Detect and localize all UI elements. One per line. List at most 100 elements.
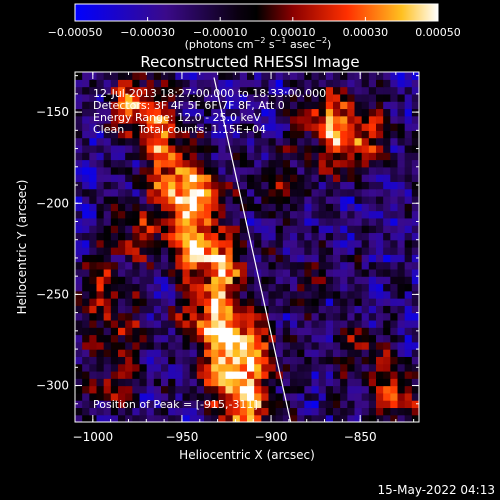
heatmap-cell: [254, 254, 262, 263]
heatmap-cell: [376, 130, 384, 139]
heatmap-cell: [182, 217, 191, 226]
heatmap-cell: [168, 378, 176, 387]
heatmap-cell: [239, 101, 248, 110]
heatmap-cell: [118, 276, 126, 285]
heatmap-cell: [175, 261, 184, 270]
heatmap-cell: [282, 188, 291, 197]
heatmap-cell: [82, 305, 90, 314]
heatmap-cell: [297, 195, 305, 204]
heatmap-cell: [411, 327, 419, 336]
heatmap-cell: [325, 349, 334, 357]
colorbar-strip: [74, 3, 439, 22]
heatmap-cell: [75, 152, 83, 161]
heatmap-cell: [275, 137, 284, 146]
heatmap-cell: [189, 72, 198, 80]
heatmap-cell: [225, 72, 234, 80]
heatmap-cell: [204, 166, 212, 175]
heatmap-cell: [411, 400, 419, 409]
heatmap-cell: [82, 152, 90, 161]
heatmap-cell: [333, 72, 341, 80]
heatmap-cell: [282, 115, 291, 124]
heatmap-cell: [383, 298, 391, 306]
heatmap-cell: [96, 400, 105, 409]
heatmap-cell: [247, 290, 255, 299]
heatmap-cell: [361, 166, 370, 175]
heatmap-cell: [118, 188, 126, 197]
heatmap-cell: [118, 181, 126, 190]
heatmap-cell: [390, 356, 399, 365]
heatmap-cell: [311, 370, 320, 379]
heatmap-cell: [161, 378, 169, 387]
heatmap-cell: [103, 268, 112, 277]
heatmap-cell: [340, 305, 348, 314]
heatmap-cell: [182, 195, 191, 204]
heatmap-cell: [261, 407, 270, 416]
heatmap-cell: [347, 363, 356, 372]
heatmap-cell: [282, 385, 291, 394]
heatmap-cell: [75, 123, 83, 131]
heatmap-cell: [354, 188, 363, 197]
heatmap-cell: [82, 210, 90, 219]
heatmap-cell: [390, 268, 399, 277]
heatmap-cell: [318, 79, 327, 88]
heatmap-cell: [110, 370, 119, 379]
heatmap-cell: [175, 341, 184, 350]
heatmap-cell: [211, 341, 219, 350]
heatmap-cell: [153, 261, 162, 270]
heatmap-cell: [239, 159, 248, 168]
heatmap-cell: [225, 349, 234, 357]
heatmap-cell: [139, 261, 148, 270]
heatmap-cell: [75, 312, 83, 321]
heatmap-cell: [368, 341, 377, 350]
heatmap-cell: [89, 108, 98, 117]
heatmap-cell: [204, 370, 212, 379]
heatmap-cell: [75, 72, 83, 80]
heatmap-cell: [333, 123, 341, 131]
heatmap-cell: [232, 276, 241, 285]
heatmap-cell: [168, 72, 176, 80]
heatmap-cell: [204, 203, 212, 212]
heatmap-cell: [196, 385, 205, 394]
heatmap-cell: [175, 137, 184, 146]
heatmap-cell: [153, 327, 162, 336]
heatmap-cell: [82, 276, 90, 285]
heatmap-cell: [139, 276, 148, 285]
heatmap-cell: [168, 370, 176, 379]
heatmap-cell: [311, 101, 320, 110]
heatmap-cell: [361, 290, 370, 299]
heatmap-cell: [89, 79, 98, 88]
heatmap-cell: [376, 341, 384, 350]
heatmap-cell: [225, 232, 234, 241]
heatmap-cell: [361, 378, 370, 387]
heatmap-cell: [175, 210, 184, 219]
heatmap-cell: [304, 86, 313, 95]
heatmap-cell: [376, 407, 384, 416]
heatmap-cell: [261, 181, 270, 190]
heatmap-cell: [404, 166, 413, 175]
heatmap-cell: [275, 115, 284, 124]
heatmap-cell: [211, 254, 219, 263]
heatmap-cell: [161, 217, 169, 226]
heatmap-cell: [383, 290, 391, 299]
heatmap-cell: [204, 392, 212, 401]
heatmap-cell: [397, 210, 406, 219]
heatmap-cell: [103, 195, 112, 204]
heatmap-cell: [146, 312, 155, 321]
heatmap-cell: [139, 159, 148, 168]
heatmap-cell: [383, 378, 391, 387]
heatmap-cell: [254, 341, 262, 350]
heatmap-cell: [325, 268, 334, 277]
heatmap-cell: [347, 254, 356, 263]
heatmap-cell: [182, 188, 191, 197]
heatmap-cell: [232, 319, 241, 328]
heatmap-cell: [110, 290, 119, 299]
heatmap-cell: [325, 290, 334, 299]
heatmap-cell: [96, 261, 105, 270]
heatmap-cell: [376, 349, 384, 357]
heatmap-cell: [304, 392, 313, 401]
heatmap-cell: [318, 86, 327, 95]
heatmap-cell: [268, 283, 277, 292]
heatmap-cell: [404, 159, 413, 168]
heatmap-cell: [125, 123, 133, 131]
heatmap-cell: [404, 276, 413, 285]
